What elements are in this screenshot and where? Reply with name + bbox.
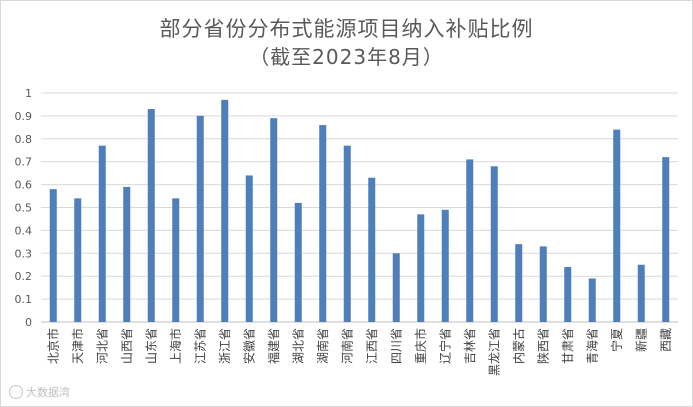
bar: [74, 198, 82, 322]
x-tick-label: 青海省: [584, 328, 599, 364]
x-tick-label: 宁夏: [609, 328, 624, 352]
watermark-text: 大数据湾: [26, 386, 70, 399]
x-tick-label: 甘肃省: [561, 328, 575, 364]
y-tick-label: 0.9: [15, 110, 33, 123]
y-tick-label: 0.1: [15, 293, 33, 306]
bar: [196, 115, 204, 323]
x-tick-label: 江西省: [365, 328, 379, 364]
x-tick-label: 北京市: [45, 328, 60, 364]
chart-title: 部分省份分布式能源项目纳入补贴比例: [159, 17, 534, 41]
y-tick-label: 0.5: [15, 202, 33, 215]
watermark: 大数据湾: [9, 384, 70, 400]
bar: [588, 278, 596, 322]
bar: [319, 125, 327, 322]
y-tick-label: 0.7: [15, 156, 33, 169]
x-tick-label: 山东省: [144, 328, 158, 364]
bar: [270, 118, 278, 322]
bar: [123, 186, 131, 322]
x-tick-label: 浙江省: [218, 328, 232, 364]
y-tick-label: 1: [25, 87, 32, 100]
bar: [417, 214, 425, 322]
watermark-logo-icon: [9, 385, 23, 399]
y-tick-label: 0.3: [15, 247, 33, 260]
x-tick-label: 湖南省: [315, 328, 330, 364]
y-tick-label: 0: [25, 316, 32, 329]
y-tick-label: 0.2: [15, 270, 33, 283]
bar: [637, 264, 645, 322]
x-tick-label: 西藏: [659, 328, 673, 352]
y-tick-label: 0.4: [15, 224, 33, 237]
bar: [343, 145, 351, 322]
x-tick-label: 辽宁省: [437, 328, 452, 364]
x-tick-label: 吉林省: [463, 328, 477, 364]
bar: [294, 202, 302, 322]
x-tick-label: 天津市: [70, 328, 85, 364]
x-tick-label: 安徽省: [241, 328, 256, 364]
bar: [392, 253, 400, 322]
y-tick-label: 0.6: [15, 179, 33, 192]
bar: [368, 177, 376, 322]
y-tick-label: 0.8: [15, 133, 33, 146]
bar: [662, 157, 670, 322]
bar: [221, 99, 229, 323]
bar: [613, 129, 621, 322]
x-tick-label: 重庆市: [413, 328, 428, 364]
bar: [466, 159, 474, 322]
x-tick-label: 四川省: [389, 328, 403, 364]
x-tick-label: 上海市: [168, 328, 183, 364]
x-tick-label: 湖北省: [290, 328, 305, 364]
chart-subtitle: （截至2023年8月）: [249, 45, 444, 69]
x-tick-label: 陕西省: [535, 328, 550, 364]
bar: [147, 109, 155, 322]
bar: [172, 198, 180, 322]
bar: [564, 267, 572, 322]
x-tick-label: 山西省: [120, 328, 134, 364]
x-tick-label: 福建省: [266, 328, 281, 364]
x-tick-label: 黑龙江省: [487, 328, 501, 376]
bar: [49, 189, 57, 322]
x-tick-label: 河南省: [339, 328, 354, 364]
bar: [245, 175, 253, 322]
x-tick-label: 江苏省: [193, 328, 207, 364]
x-tick-label: 河北省: [95, 328, 109, 364]
bar: [539, 246, 547, 322]
bar: [515, 244, 523, 322]
x-tick-label: 新疆: [633, 328, 648, 352]
bar: [98, 145, 106, 322]
x-tick-label: 内蒙古: [511, 328, 526, 364]
bar: [441, 209, 449, 322]
bar: [490, 166, 498, 322]
